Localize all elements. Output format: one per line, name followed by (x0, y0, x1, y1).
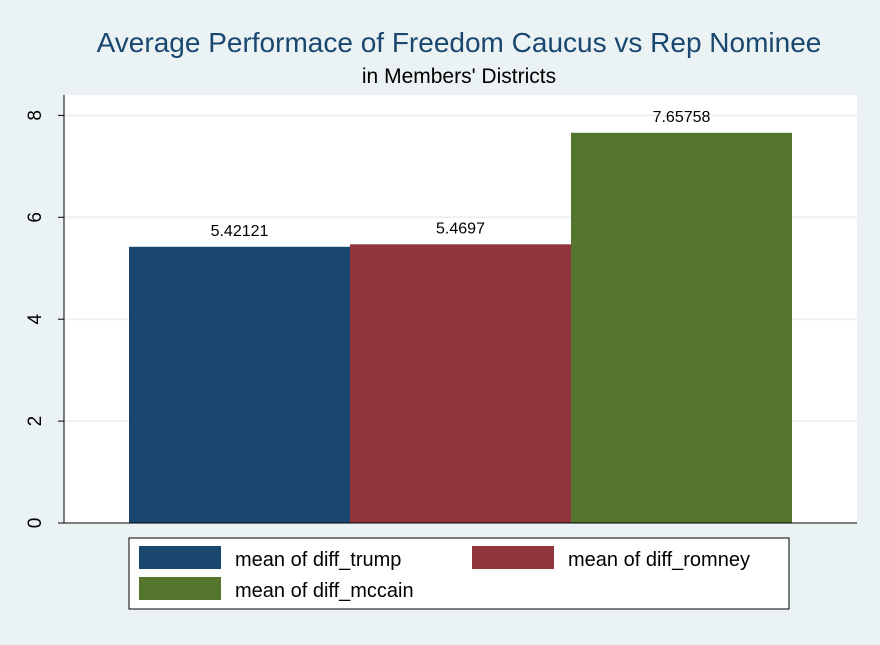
legend-swatch (139, 577, 221, 600)
y-tick-label: 4 (25, 313, 46, 324)
y-tick-label: 8 (25, 110, 46, 121)
bar (129, 246, 350, 524)
legend-label: mean of diff_trump (235, 549, 401, 571)
legend-label: mean of diff_romney (568, 549, 750, 571)
data-label: 5.42121 (211, 223, 269, 240)
y-tick-label: 0 (25, 518, 46, 529)
data-label: 7.65758 (653, 109, 711, 126)
data-label: 5.4697 (436, 220, 485, 237)
legend-swatch (139, 546, 221, 569)
plot-area: 0 2 4 6 8 5.42121 5.4697 7.65758 (25, 95, 857, 528)
chart-title: Average Performace of Freedom Caucus vs … (97, 27, 822, 58)
y-tick-label: 6 (25, 212, 46, 223)
y-tick-label: 2 (25, 416, 46, 427)
chart-subtitle: in Members' Districts (362, 65, 556, 88)
legend-box (128, 537, 790, 610)
bar (350, 244, 571, 523)
legend: mean of diff_trump mean of diff_romneymea… (128, 537, 790, 610)
bar (571, 132, 792, 523)
legend-swatch (472, 546, 554, 569)
legend-label: mean of diff_mccain (235, 580, 414, 602)
